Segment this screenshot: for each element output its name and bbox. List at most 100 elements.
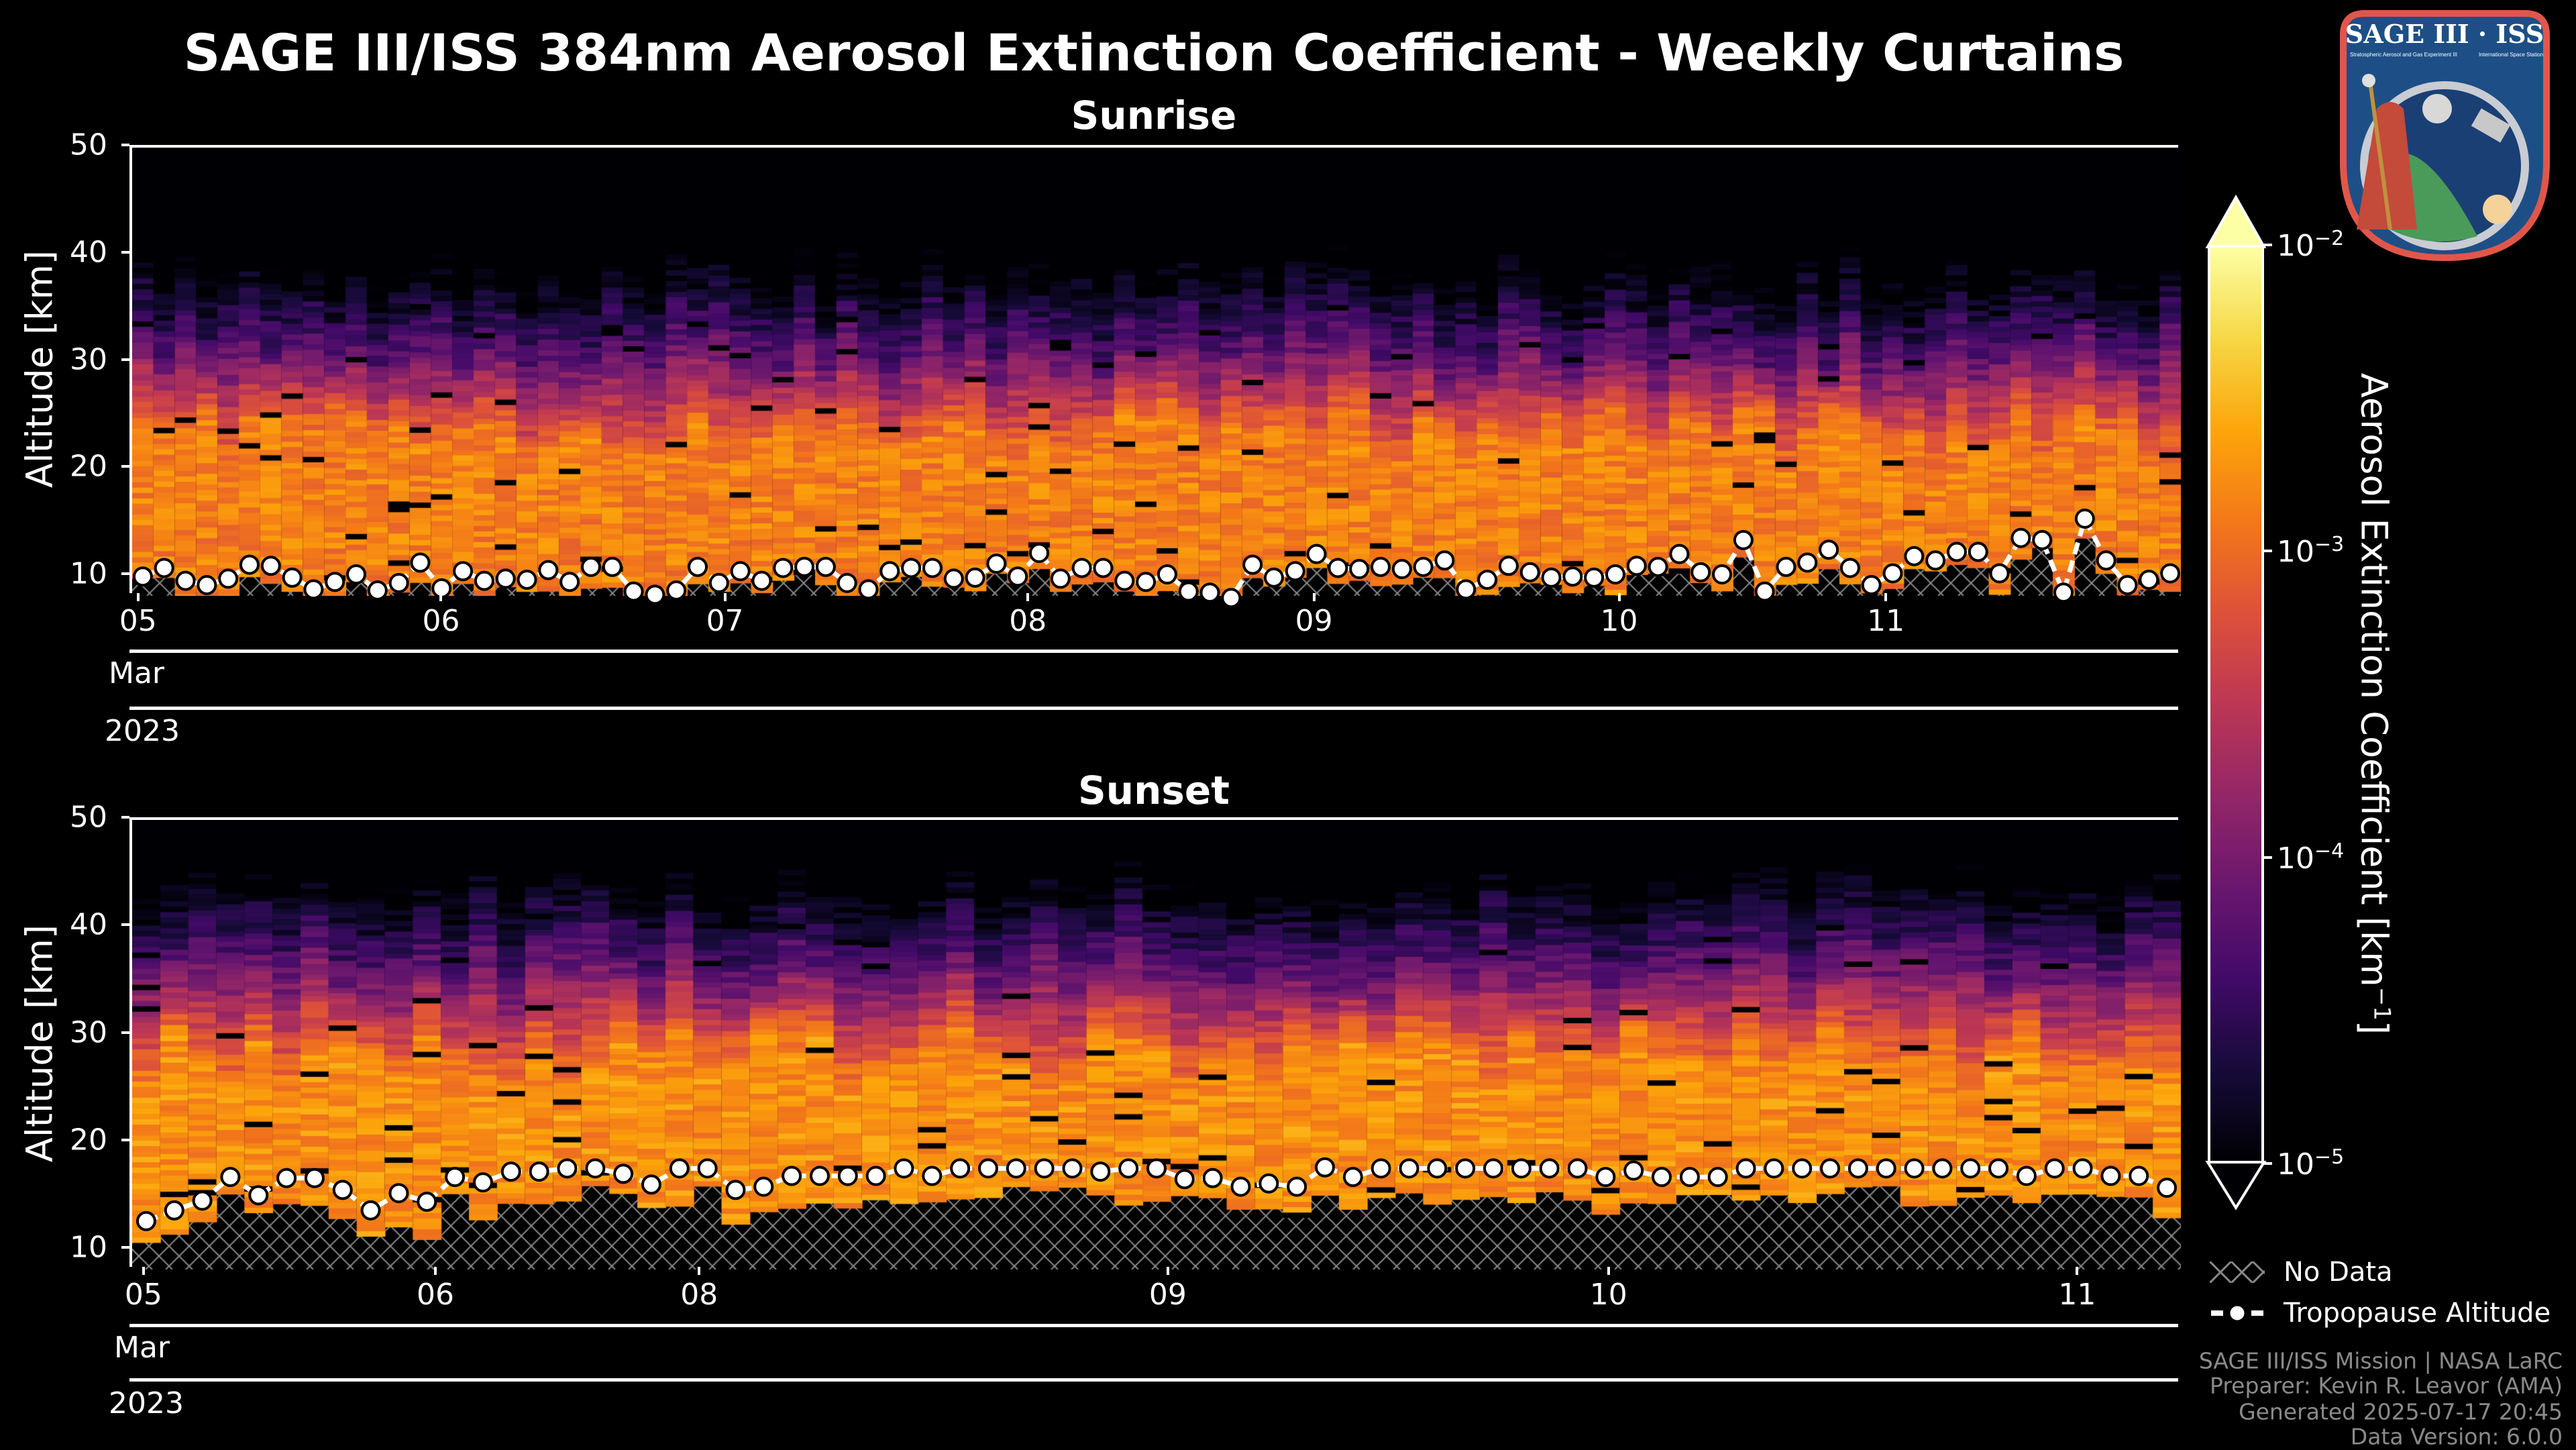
tropopause-point [1648,556,1668,577]
tropopause-point [1371,1158,1391,1179]
x-tick-mark [1026,593,1030,601]
tropopause-point [1090,1161,1111,1182]
x-tick-label: 05 [124,1278,162,1312]
tropopause-point [410,552,431,573]
x-tick-label: 11 [2058,1278,2096,1312]
tropopause-point [865,1166,886,1186]
sunrise-year-axis-line [129,707,2178,710]
tropopause-point [500,1161,521,1182]
colorbar-tick-mark [2264,550,2272,553]
colorbar-label-end: ] [2353,1021,2396,1035]
tropopause-point [136,1210,156,1231]
tropopause-point [1050,568,1071,589]
tropopause-point [197,575,217,596]
tropopause-point [220,1167,241,1188]
colorbar-tick-label: 10−3 [2277,533,2344,570]
tropopause-point [894,1158,914,1179]
colorbar-label: Aerosol Extinction Coefficient [km−1] [2353,373,2396,1035]
tropopause-point [1285,561,1305,582]
x-tick-mark [1166,1267,1169,1275]
tropopause-point [753,1176,774,1197]
tropopause-point [1071,558,1092,578]
tropopause-point [580,556,601,577]
tropopause-point [1567,1158,1588,1179]
tropopause-point [1306,543,1327,564]
tropopause-point [1861,575,1882,596]
x-tick-label: 10 [1589,1278,1627,1312]
tick-base: 10 [2277,1147,2314,1182]
x-tick-label: 05 [119,604,157,638]
tick-base: 10 [2277,841,2314,876]
tropopause-point [346,564,367,585]
colorbar-tick-mark [2264,856,2272,859]
x-tick-label: 11 [1867,604,1905,638]
tick-base: 10 [2277,535,2314,570]
x-tick-label: 09 [1295,604,1333,638]
tropopause-point [986,554,1007,574]
tropopause-point [879,561,900,582]
colorbar-tick-mark [2264,1162,2272,1165]
tropopause-point [1679,1167,1700,1188]
y-tick-mark [121,572,129,576]
tropopause-point [367,580,388,601]
tropopause-point [901,558,922,578]
y-tick-mark [121,1031,129,1034]
tropopause-point [1146,1158,1167,1179]
x-tick-mark [2076,1267,2079,1275]
tropopause-point [1062,1158,1083,1179]
tropopause-point [453,561,474,582]
tropopause-point [2072,1158,2093,1179]
colorbar-label-text: Aerosol Extinction Coefficient [km [2353,372,2396,987]
colorbar [2208,245,2264,1163]
tropopause-point [613,1163,634,1184]
sunset-tropopause-series [136,1157,2178,1231]
x-tick-label: 06 [422,604,460,638]
tropopause-point [1371,556,1391,577]
x-tick-mark [136,593,140,601]
sunrise-panel-title: Sunrise [1071,93,1237,138]
tropopause-point [1904,546,1925,566]
x-tick-label: 07 [706,604,744,638]
tropopause-point [688,556,708,577]
tropopause-line [142,512,2171,601]
sunset-month-axis-line [129,1324,2178,1327]
tropopause-point [1733,529,1754,550]
x-tick-mark [1312,593,1316,601]
tropopause-point [1562,566,1583,587]
tropopause-point [1707,1167,1728,1188]
tropopause-point [218,568,239,589]
tropopause-point [495,568,516,589]
y-tick-label: 10 [70,556,107,591]
tropopause-point [1029,543,1050,564]
tropopause-point [417,1192,437,1212]
tropopause-point [2010,527,2031,548]
tropopause-point [782,1166,802,1186]
y-tick-label: 50 [70,127,107,162]
tropopause-point [1882,563,1903,584]
y-tick-label: 20 [70,449,107,484]
y-tick-label: 40 [70,235,107,270]
tropopause-point [1605,564,1625,585]
tropopause-point [977,1158,998,1179]
tropopause-point [1093,558,1114,578]
tropopause-point [922,1166,943,1186]
no-data-hatch-swatch [2210,1261,2265,1283]
logo-station: International Space Station [2479,52,2543,58]
tropopause-point [669,1158,690,1179]
tropopause-point [1904,1158,1925,1179]
tropopause-point [1541,567,1562,588]
y-tick-label: 50 [70,800,107,835]
y-tick-mark [121,923,129,927]
tropopause-point [282,567,303,588]
tropopause-point [1595,1167,1616,1188]
y-tick-mark [121,1246,129,1249]
tropopause-point [303,579,324,600]
tropopause-point [1960,1158,1981,1179]
tropopause-point [2129,1166,2149,1186]
tropopause-point [1034,1158,1055,1179]
tropopause-point [1413,556,1434,577]
tropopause-point [645,584,665,605]
tropopause-point [360,1200,381,1221]
tropopause-point [1230,1176,1251,1197]
tropopause-point [132,566,153,587]
